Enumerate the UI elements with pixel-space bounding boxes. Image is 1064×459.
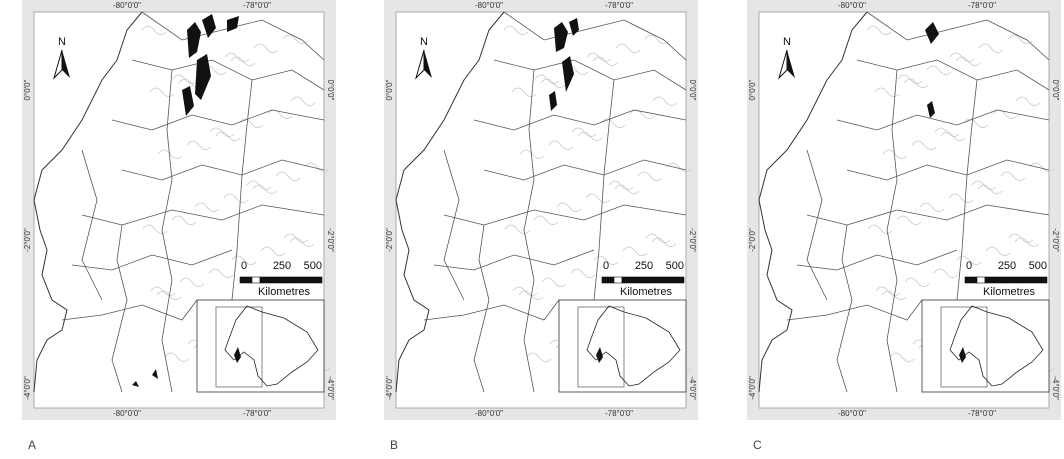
lat-label: 0°0'0" <box>23 79 32 100</box>
scale-label: 0 <box>603 260 609 272</box>
lon-label: -78°0'0" <box>605 409 633 418</box>
scale-bar <box>977 277 985 283</box>
lat-label: -2°0'0" <box>385 228 394 252</box>
scale-unit: Kilometres <box>258 286 310 298</box>
map-panel: N -80°0'0" -78°0'0" -80°0'0" -78°0'0" 0°0'0" -… <box>22 0 336 452</box>
scale-bar <box>252 277 260 283</box>
scale-unit: Kilometres <box>620 286 672 298</box>
lat-label: -2°0'0" <box>23 228 32 252</box>
north-label: N <box>58 36 66 48</box>
scale-label: 500 <box>666 260 684 272</box>
lat-label: 0°0'0" <box>385 79 394 100</box>
lon-label: -80°0'0" <box>113 409 141 418</box>
scale-bar <box>622 277 644 283</box>
lat-label: -2°0'0" <box>1051 228 1060 252</box>
figure: N -80°0'0" -78°0'0" -80°0'0" -78°0'0" 0°0'0" -… <box>0 0 1064 459</box>
lon-label: -78°0'0" <box>243 409 271 418</box>
lon-label: -80°0'0" <box>113 1 141 10</box>
lat-label: 0°0'0" <box>748 79 757 100</box>
scale-label: 0 <box>966 260 972 272</box>
lat-label: -4°0'0" <box>385 376 394 400</box>
scale-label: 250 <box>635 260 653 272</box>
scale-bar <box>644 277 684 283</box>
lat-label: -2°0'0" <box>748 228 757 252</box>
lon-label: -80°0'0" <box>838 409 866 418</box>
lat-label: -4°0'0" <box>748 376 757 400</box>
scale-unit: Kilometres <box>983 286 1035 298</box>
lat-label: -4°0'0" <box>1051 376 1060 400</box>
scale-bar <box>240 277 252 283</box>
lon-label: -78°0'0" <box>243 1 271 10</box>
scale-label: 250 <box>273 260 291 272</box>
lat-label: -4°0'0" <box>326 376 335 400</box>
scale-label: 500 <box>1029 260 1047 272</box>
scale-bar <box>282 277 322 283</box>
panel-label: B <box>390 438 398 452</box>
panel-label: C <box>753 438 762 452</box>
panel-label: A <box>28 438 36 452</box>
lon-label: -80°0'0" <box>475 409 503 418</box>
lat-label: 0°0'0" <box>1051 80 1060 101</box>
lat-label: -4°0'0" <box>688 376 697 400</box>
scale-bar <box>602 277 614 283</box>
scale-bar <box>614 277 622 283</box>
lon-label: -80°0'0" <box>838 1 866 10</box>
north-label: N <box>783 36 791 48</box>
lat-label: 0°0'0" <box>326 80 335 101</box>
scale-bar <box>985 277 1007 283</box>
scale-bar <box>1007 277 1047 283</box>
map-panel: N -80°0'0" -78°0'0" -80°0'0" -78°0'0" 0°0'0" -… <box>384 0 698 452</box>
lat-label: -2°0'0" <box>326 228 335 252</box>
scale-bar <box>965 277 977 283</box>
scale-label: 0 <box>241 260 247 272</box>
lon-label: -78°0'0" <box>968 1 996 10</box>
lon-label: -78°0'0" <box>605 1 633 10</box>
lon-label: -78°0'0" <box>968 409 996 418</box>
lon-label: -80°0'0" <box>475 1 503 10</box>
scale-label: 250 <box>998 260 1016 272</box>
lat-label: 0°0'0" <box>688 80 697 101</box>
lat-label: -2°0'0" <box>688 228 697 252</box>
north-label: N <box>420 36 428 48</box>
scale-label: 500 <box>304 260 322 272</box>
map-panel: N -80°0'0" -78°0'0" -80°0'0" -78°0'0" 0°0'0" -… <box>747 0 1061 452</box>
lat-label: -4°0'0" <box>23 376 32 400</box>
scale-bar <box>260 277 282 283</box>
